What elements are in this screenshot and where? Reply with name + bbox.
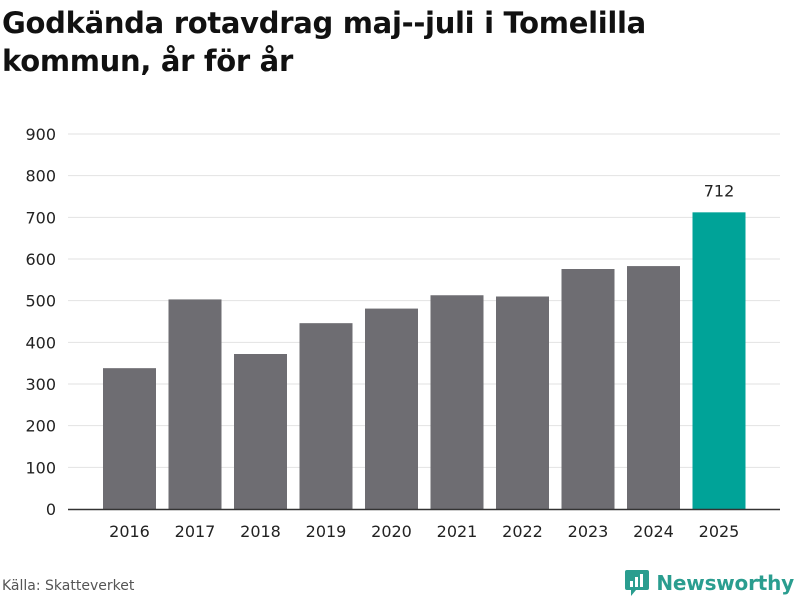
bars [103,212,746,510]
x-tick-label: 2023 [568,522,609,541]
x-tick-label: 2024 [633,522,674,541]
brand-name: Newsworthy [656,571,794,595]
data-labels: 712 [704,181,735,200]
x-tick-label: 2020 [371,522,412,541]
brand-logo: Newsworthy [624,569,794,597]
y-tick-label: 800 [25,167,56,186]
bar-2018 [234,354,287,509]
bar-2022 [496,296,549,509]
y-tick-label: 600 [25,250,56,269]
data-label: 712 [704,181,735,200]
bar-2016 [103,368,156,509]
x-tick-label: 2016 [109,522,150,541]
x-tick-label: 2018 [240,522,281,541]
y-tick-label: 900 [25,125,56,144]
bar-2017 [168,299,222,509]
bar-2024 [627,266,680,509]
x-tick-label: 2021 [437,522,478,541]
chart-title: Godkända rotavdrag maj--juli i Tomelilla… [2,6,646,78]
y-tick-label: 200 [25,417,56,436]
y-tick-label: 100 [25,458,56,477]
x-tick-label: 2025 [699,522,740,541]
bar-2019 [299,323,353,509]
bar-2020 [365,308,418,509]
x-tick-label: 2019 [306,522,347,541]
y-tick-label: 0 [46,500,56,519]
source-note: Källa: Skatteverket [2,578,135,594]
x-tick-label: 2022 [502,522,543,541]
bar-2025 [692,212,746,510]
y-axis-ticks: 0 100 200 300 400 500 600 700 800 900 [25,125,56,519]
bar-2021 [430,295,484,509]
x-axis-ticks: 2016 2017 2018 2019 2020 2021 2022 2023 2024 2025 [109,522,739,541]
y-tick-label: 700 [25,208,56,227]
y-tick-label: 300 [25,375,56,394]
newsworthy-logo-icon [625,570,650,596]
y-tick-label: 500 [25,292,56,311]
x-tick-label: 2017 [175,522,216,541]
y-tick-label: 400 [25,333,56,352]
bar-2023 [561,269,615,509]
